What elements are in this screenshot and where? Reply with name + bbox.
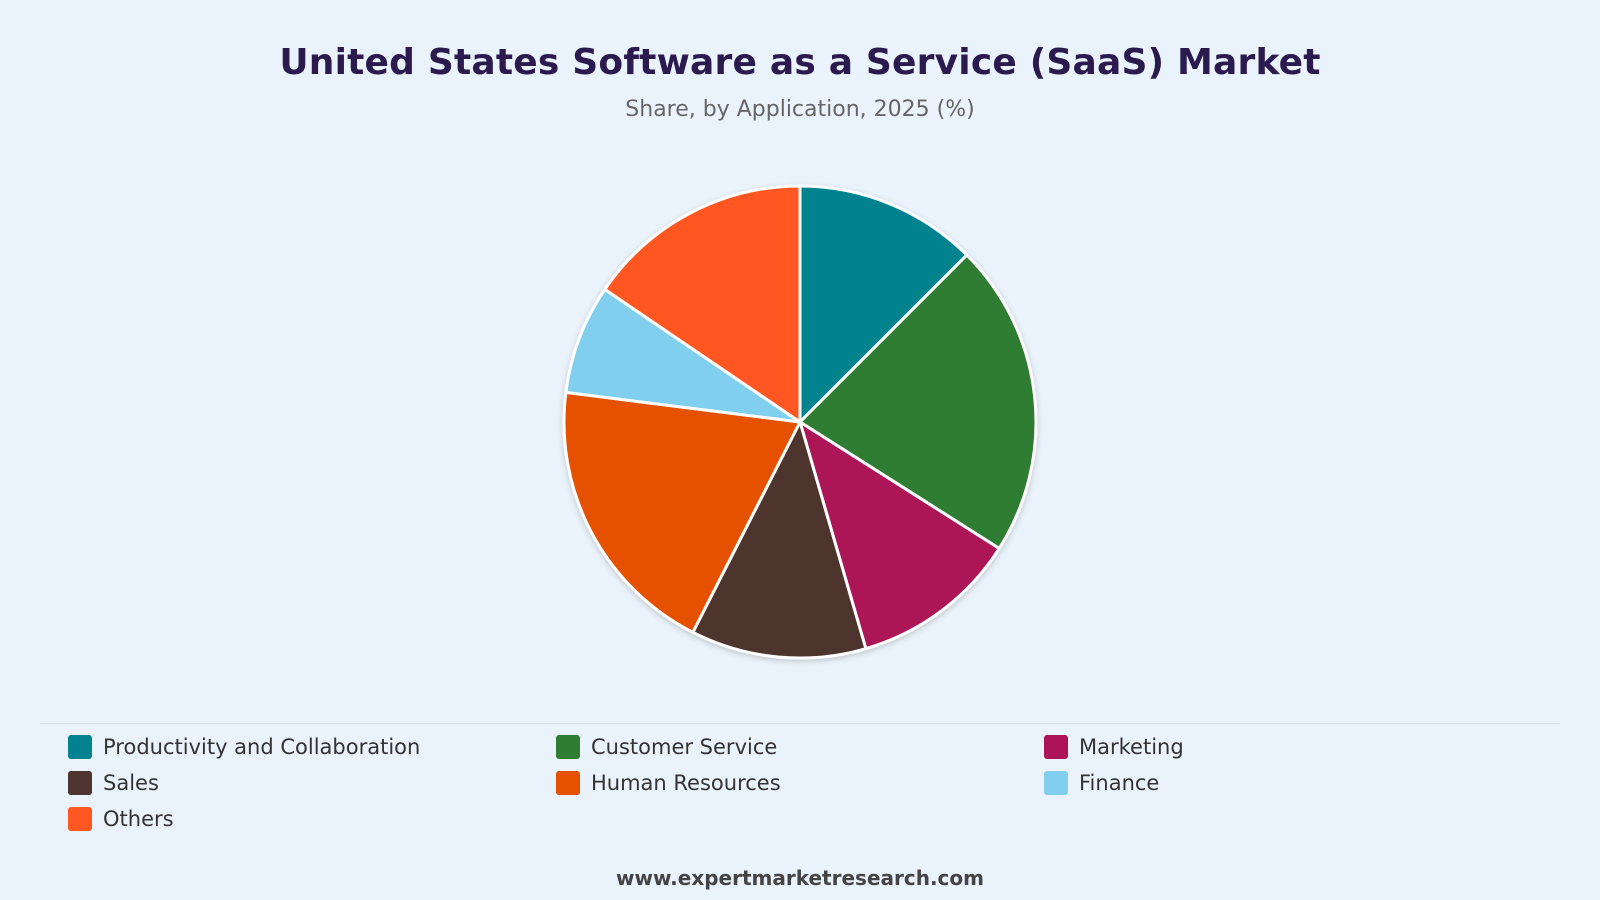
- legend-swatch: [556, 771, 580, 795]
- legend-label: Human Resources: [591, 771, 781, 795]
- legend-item-customer-service: Customer Service: [556, 734, 777, 760]
- legend-label: Finance: [1079, 771, 1160, 795]
- legend-label: Others: [103, 807, 174, 831]
- legend-swatch: [1044, 771, 1068, 795]
- legend-label: Customer Service: [591, 735, 778, 759]
- legend-item-others: Others: [68, 806, 174, 832]
- legend-swatch: [68, 807, 92, 831]
- legend-item-human-resources: Human Resources: [556, 770, 781, 796]
- legend-item-finance: Finance: [1044, 770, 1159, 796]
- chart-subtitle: Share, by Application, 2025 (%): [625, 97, 975, 122]
- legend-label: Productivity and Collaboration: [103, 735, 421, 759]
- legend-swatch: [68, 735, 92, 759]
- legend-item-productivity-and-collaboration: Productivity and Collaboration: [68, 734, 420, 760]
- pie-slice-human-resources: [562, 390, 802, 634]
- legend-divider: [40, 723, 1560, 724]
- pie-slices: [562, 184, 1038, 660]
- legend-swatch: [1044, 735, 1068, 759]
- legend-label: Sales: [103, 771, 159, 795]
- legend-swatch: [68, 771, 92, 795]
- pie-slice-finance: [564, 287, 802, 424]
- pie-slice-others: [603, 184, 802, 424]
- chart-title: United States Software as a Service (Saa…: [279, 42, 1321, 83]
- legend-label: Marketing: [1079, 735, 1184, 759]
- legend-item-marketing: Marketing: [1044, 734, 1184, 760]
- pie-slice-sales: [691, 420, 868, 660]
- pie-slice-customer-service: [798, 253, 1038, 550]
- source-footer: www.expertmarketresearch.com: [616, 866, 984, 890]
- legend-item-sales: Sales: [68, 770, 159, 796]
- pie-slice-productivity-and-collaboration: [798, 184, 969, 424]
- legend-swatch: [556, 735, 580, 759]
